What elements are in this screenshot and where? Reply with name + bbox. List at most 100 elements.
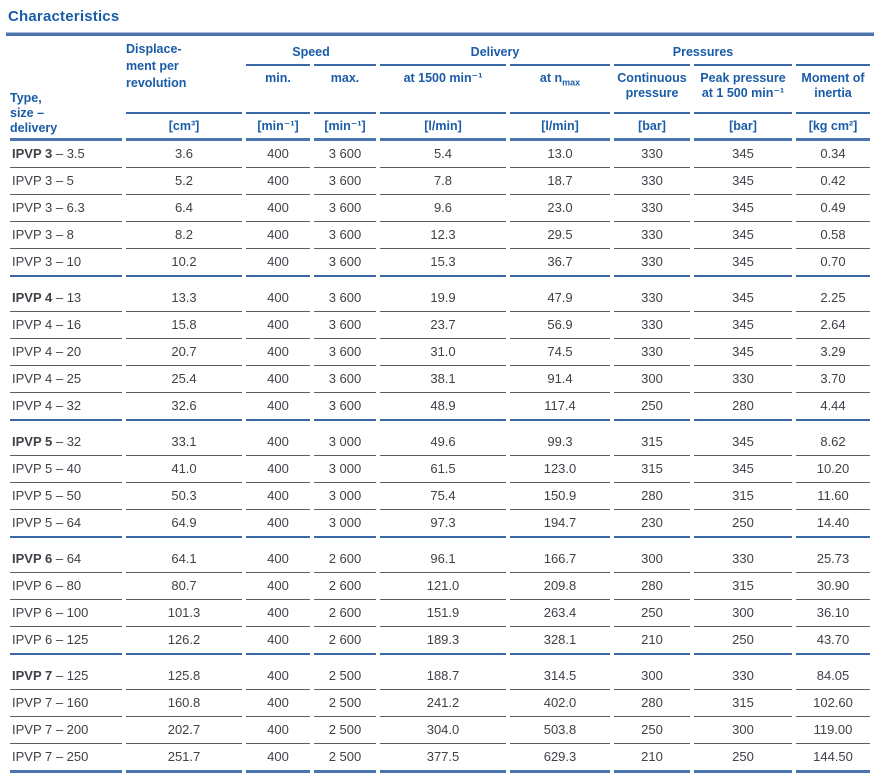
cell-value: 84.05 <box>816 668 850 683</box>
unit-bar-b: [bar] <box>729 118 757 133</box>
cell-value: 0.70 <box>796 248 870 275</box>
cell-value: 330 <box>641 290 663 305</box>
cell-value: 400 <box>246 509 310 536</box>
cell-value: 400 <box>246 455 310 482</box>
cell-value: 400 <box>267 668 289 683</box>
cell-value: 300 <box>641 551 663 566</box>
cell-type: IPVP 6 – 100 <box>10 599 122 626</box>
type-line-2: size – <box>10 106 45 120</box>
cell-value: 0.42 <box>796 167 870 194</box>
cell-value: 9.6 <box>380 194 506 221</box>
group-separator-segment <box>246 653 310 663</box>
header-bottom-rule-segment <box>694 138 792 141</box>
table-row: IPVP 5 – 32 33.1 400 3 000 49.6 99.3 315 345 8.6… <box>10 429 870 455</box>
group-separator-segment <box>246 536 310 546</box>
cell-value: 250 <box>694 509 792 536</box>
cell-value: 4.44 <box>796 392 870 419</box>
col-header-delivery-nmax: at nmax <box>510 66 610 91</box>
cell-value: 2 500 <box>314 743 376 773</box>
group-separator-segment <box>694 275 792 285</box>
table-row: IPVP 7 – 250 251.7 400 2 500 377.5 629.3 210 25… <box>10 743 870 773</box>
cell-type: IPVP 5 – 40 <box>10 455 122 482</box>
group-separator <box>10 275 870 285</box>
cell-value: 3 600 <box>314 248 376 275</box>
cell-value: 74.5 <box>510 338 610 365</box>
group-separator-segment <box>126 419 242 429</box>
cell-type: IPVP 5 – 64 <box>10 509 122 536</box>
table-row: IPVP 4 – 32 32.6 400 3 600 48.9 117.4 250 280 4.… <box>10 392 870 419</box>
cell-value: 32.6 <box>126 392 242 419</box>
cell-value: 2.64 <box>796 311 870 338</box>
cell-value: 241.2 <box>380 689 506 716</box>
table-row: IPVP 7 – 125 125.8 400 2 500 188.7 314.5 300 33… <box>10 663 870 689</box>
cell-value: 23.0 <box>510 194 610 221</box>
cell-value: 33.1 <box>171 434 197 449</box>
group-rule-segment <box>510 64 610 66</box>
cell-value: 50.3 <box>126 482 242 509</box>
cell-value: 345 <box>694 194 792 221</box>
cell-value: 3 600 <box>314 194 376 221</box>
disp-line-2: ment per <box>126 59 179 73</box>
cell-type: IPVP 4 – 32 <box>10 392 122 419</box>
group-separator-segment <box>614 275 690 285</box>
cell-value: 400 <box>246 167 310 194</box>
cell-value: 250 <box>614 599 690 626</box>
cell-value: 345 <box>694 338 792 365</box>
group-separator-segment <box>510 653 610 663</box>
table-row: IPVP 4 – 16 15.8 400 3 600 23.7 56.9 330 345 2.6… <box>10 311 870 338</box>
table-row: IPVP 3 – 10 10.2 400 3 600 15.3 36.7 330 345 0.7… <box>10 248 870 275</box>
cell-value: 3 000 <box>314 482 376 509</box>
cell-value: 151.9 <box>380 599 506 626</box>
cell-value: 188.7 <box>426 668 460 683</box>
cell-value: 330 <box>732 668 754 683</box>
group-separator-segment <box>10 653 122 663</box>
cell-value: 75.4 <box>380 482 506 509</box>
group-separator-segment <box>796 653 870 663</box>
cell-value: 121.0 <box>380 572 506 599</box>
unit-lmin-a: [l/min] <box>424 118 462 133</box>
type-line-3: delivery <box>10 121 58 135</box>
group-separator-segment <box>510 275 610 285</box>
group-separator-segment <box>246 419 310 429</box>
cell-value: 400 <box>246 311 310 338</box>
table-row: IPVP 5 – 40 41.0 400 3 000 61.5 123.0 315 345 10… <box>10 455 870 482</box>
cell-value: 64.1 <box>171 551 197 566</box>
cell-type: IPVP 7 – 160 <box>10 689 122 716</box>
cell-value: 125.8 <box>167 668 201 683</box>
units-rule-segment <box>614 112 690 114</box>
cell-value: 8.2 <box>126 221 242 248</box>
group-separator-segment <box>380 275 506 285</box>
cell-value: 304.0 <box>380 716 506 743</box>
cell-value: 250 <box>694 626 792 653</box>
cell-value: 123.0 <box>510 455 610 482</box>
cell-value: 3 600 <box>314 392 376 419</box>
cell-value: 400 <box>246 689 310 716</box>
cell-type: IPVP 4 – 13 <box>12 290 82 305</box>
cell-value: 400 <box>246 248 310 275</box>
cell-value: 210 <box>614 743 690 773</box>
cell-value: 209.8 <box>510 572 610 599</box>
table-header: Type, size – delivery Displace- ment per… <box>6 36 874 141</box>
cell-value: 330 <box>614 311 690 338</box>
group-separator-segment <box>694 653 792 663</box>
cell-value: 64.9 <box>126 509 242 536</box>
unit-bar-a: [bar] <box>638 118 666 133</box>
group-separator-segment <box>314 536 376 546</box>
header-bottom-rule-segment <box>246 138 310 141</box>
cell-value: 330 <box>614 338 690 365</box>
cell-value: 0.34 <box>820 146 846 161</box>
cell-value: 0.58 <box>796 221 870 248</box>
cell-value: 345 <box>694 311 792 338</box>
cell-value: 503.8 <box>510 716 610 743</box>
cell-value: 194.7 <box>510 509 610 536</box>
table-row: IPVP 5 – 50 50.3 400 3 000 75.4 150.9 280 315 11… <box>10 482 870 509</box>
cell-value: 101.3 <box>126 599 242 626</box>
disp-line-1: Displace- <box>126 42 182 56</box>
table-row: IPVP 3 – 3.5 3.6 400 3 600 5.4 13.0 330 345 0.34 <box>10 141 870 167</box>
cell-value: 345 <box>732 146 754 161</box>
units-rule-segment <box>510 112 610 114</box>
cell-value: 189.3 <box>380 626 506 653</box>
catalog-page: Characteristics Type, size – delivery Di… <box>6 0 874 773</box>
cell-type: IPVP 3 – 3.5 <box>12 146 85 161</box>
table-row: IPVP 4 – 25 25.4 400 3 600 38.1 91.4 300 330 3.7… <box>10 365 870 392</box>
